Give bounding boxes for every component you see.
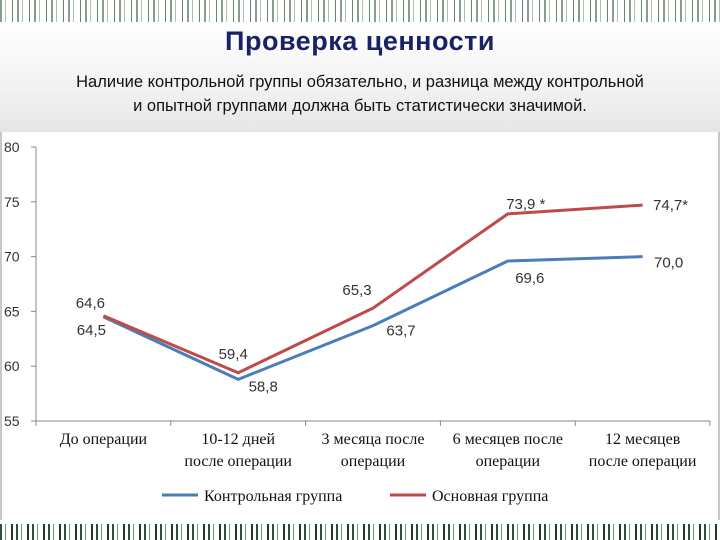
y-tick-label: 60: [4, 358, 20, 374]
data-label-control: 58,8: [249, 378, 278, 395]
chart-data-labels: 64,5 58,8 63,7 69,6 70,0 64,6 59,4 65,3 73,9 * 74…: [76, 196, 688, 395]
series-line-main: [102, 203, 643, 375]
x-tick-label-line: 12 месяцев: [605, 431, 681, 448]
chart-axes: 55 60 65 70 75 80 До операции 10-12 дней после о…: [4, 139, 711, 470]
chart-legend: Контрольная группа Основная группа: [162, 488, 548, 505]
legend-label: Основная группа: [432, 488, 548, 505]
slide-subtitle-line-1: Наличие контрольной группы обязательно, …: [76, 73, 644, 91]
x-tick-label-line: после операции: [184, 453, 292, 470]
x-tick-label: 6 месяцев после операции: [453, 431, 563, 470]
x-tick-label-line: операции: [341, 453, 406, 470]
data-label-main: 65,3: [342, 282, 371, 299]
x-tick-label: 12 месяцев после операции: [589, 431, 697, 470]
data-label-main: 74,7*: [653, 197, 688, 214]
x-tick-label: 3 месяца после операции: [322, 431, 425, 470]
x-tick-label-line: после операции: [589, 453, 697, 470]
y-tick-label: 65: [4, 303, 20, 319]
y-tick-label: 75: [4, 194, 20, 210]
data-label-control: 70,0: [654, 255, 683, 272]
data-label-control: 69,6: [515, 270, 544, 287]
decorative-stripe-top: [0, 0, 720, 22]
y-tick-label: 70: [4, 249, 20, 265]
y-tick-label: 80: [4, 139, 20, 155]
y-tick-label: 55: [4, 413, 20, 429]
x-tick-label-line: 3 месяца после: [322, 431, 425, 448]
x-tick-label-line: 10-12 дней: [201, 431, 275, 448]
x-tick-label: До операции: [60, 431, 148, 448]
x-tick-label-line: До операции: [60, 431, 148, 448]
x-tick-label: 10-12 дней после операции: [184, 431, 292, 470]
slide-subtitle: Наличие контрольной группы обязательно, …: [10, 70, 710, 118]
header-panel: [0, 22, 720, 132]
slide-title: Проверка ценности: [225, 26, 495, 56]
data-label-control: 64,5: [77, 322, 106, 339]
chart-series: [102, 203, 643, 381]
series-line-control: [102, 255, 643, 381]
decorative-stripe-bottom: [0, 524, 720, 540]
legend-label: Контрольная группа: [204, 488, 342, 505]
x-tick-label-line: 6 месяцев после: [453, 431, 563, 448]
data-label-control: 63,7: [386, 323, 415, 340]
x-tick-label-line: операции: [476, 453, 541, 470]
slide-subtitle-line-2: и опытной группами должна быть статистич…: [133, 97, 587, 115]
data-label-main: 59,4: [219, 346, 248, 363]
data-label-main: 64,6: [76, 295, 105, 312]
data-label-main: 73,9 *: [506, 196, 545, 213]
